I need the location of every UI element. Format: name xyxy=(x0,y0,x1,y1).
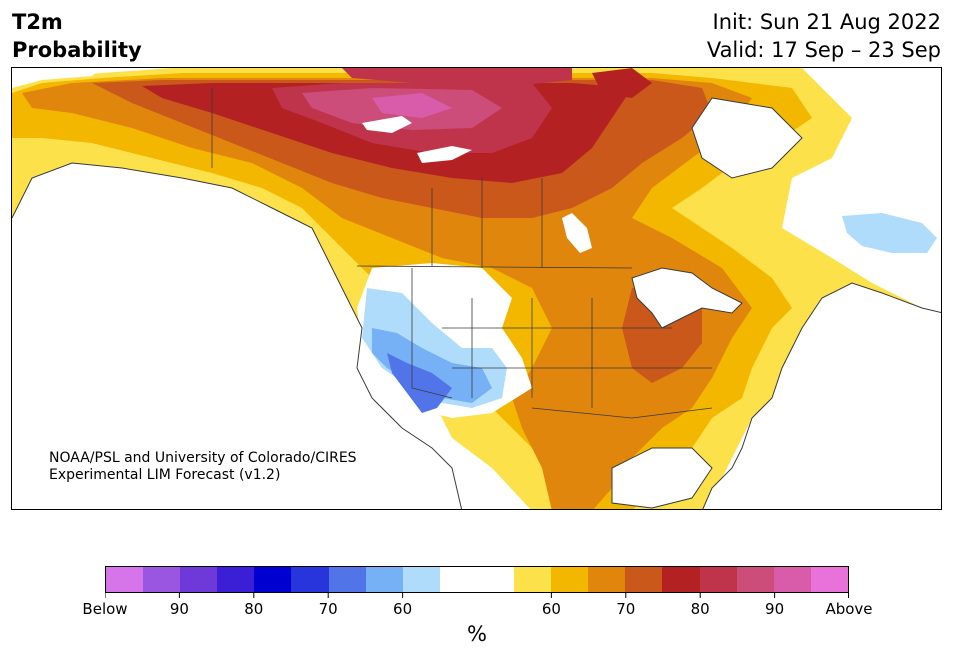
colorbar-tick-label: 80 xyxy=(244,600,264,618)
colorbar-tick-label: 90 xyxy=(169,600,189,618)
title-line-type: Probability xyxy=(12,38,142,62)
colorbar-tick-label: 60 xyxy=(393,600,413,618)
hudson-bay-north xyxy=(692,98,802,178)
colorbar xyxy=(105,566,849,593)
colorbar-tick-label: Above xyxy=(825,600,873,618)
colorbar-segment xyxy=(551,567,589,592)
valid-range: Valid: 17 Sep – 23 Sep xyxy=(706,38,941,62)
map-panel xyxy=(11,67,942,510)
lake-winnipeg xyxy=(562,213,592,253)
colorbar-segment xyxy=(106,567,144,592)
colorbar-segment xyxy=(291,567,329,592)
band-60-lightblue-quebec xyxy=(842,213,937,253)
credit-line-organization: NOAA/PSL and University of Colorado/CIRE… xyxy=(49,450,357,466)
band-95-magenta xyxy=(372,93,452,118)
colorbar-segment xyxy=(328,567,366,592)
colorbar-tick-label: 90 xyxy=(765,600,785,618)
band-85-rose-arctic xyxy=(342,68,572,86)
colorbar-tick-label: 80 xyxy=(690,600,710,618)
lake-great-bear xyxy=(362,116,412,133)
title-line-variable: T2m xyxy=(12,10,63,34)
colorbar-segment xyxy=(180,567,218,592)
colorbar-segment xyxy=(810,567,848,592)
colorbar-segment xyxy=(365,567,403,592)
colorbar-segment xyxy=(588,567,626,592)
colorbar-segment xyxy=(662,567,700,592)
gulf-of-mexico xyxy=(612,448,712,508)
coastlines xyxy=(12,97,941,509)
colorbar-segment xyxy=(254,567,292,592)
band-80-red-hudson xyxy=(592,68,652,98)
arctic-white-area xyxy=(12,68,102,88)
ocean-pacific xyxy=(12,163,462,509)
colorbar-segment xyxy=(217,567,255,592)
probability-map xyxy=(12,68,941,509)
colorbar-tick-label: 60 xyxy=(541,600,561,618)
colorbar-segment xyxy=(514,567,552,592)
band-65-blue xyxy=(372,328,492,403)
political-borders xyxy=(211,88,713,419)
lake-great-slave xyxy=(417,146,472,163)
colorbar-tick-label: 70 xyxy=(318,600,338,618)
init-date: Init: Sun 21 Aug 2022 xyxy=(712,10,941,34)
colorbar-segment xyxy=(773,567,811,592)
credit-line-model: Experimental LIM Forecast (v1.2) xyxy=(49,467,281,483)
colorbar-segment xyxy=(625,567,663,592)
colorbar-segment xyxy=(476,567,515,592)
colorbar-segment xyxy=(439,567,477,592)
colorbar-unit-label: % xyxy=(467,622,487,646)
band-70-blue xyxy=(387,353,452,413)
colorbar-tick-label: Below xyxy=(82,600,128,618)
colorbar-segment xyxy=(699,567,737,592)
colorbar-segment xyxy=(736,567,774,592)
ocean-atlantic xyxy=(702,283,941,509)
colorbar-segment xyxy=(402,567,440,592)
forecast-dates: Init: Sun 21 Aug 2022 Valid: 17 Sep – 23… xyxy=(707,8,941,64)
data-credit: NOAA/PSL and University of Colorado/CIRE… xyxy=(49,450,357,484)
great-lakes xyxy=(632,268,742,328)
chart-title: T2m Probability xyxy=(12,8,142,64)
colorbar-tick-label: 70 xyxy=(616,600,636,618)
colorbar-ticks xyxy=(105,593,849,598)
colorbar-segment xyxy=(143,567,181,592)
